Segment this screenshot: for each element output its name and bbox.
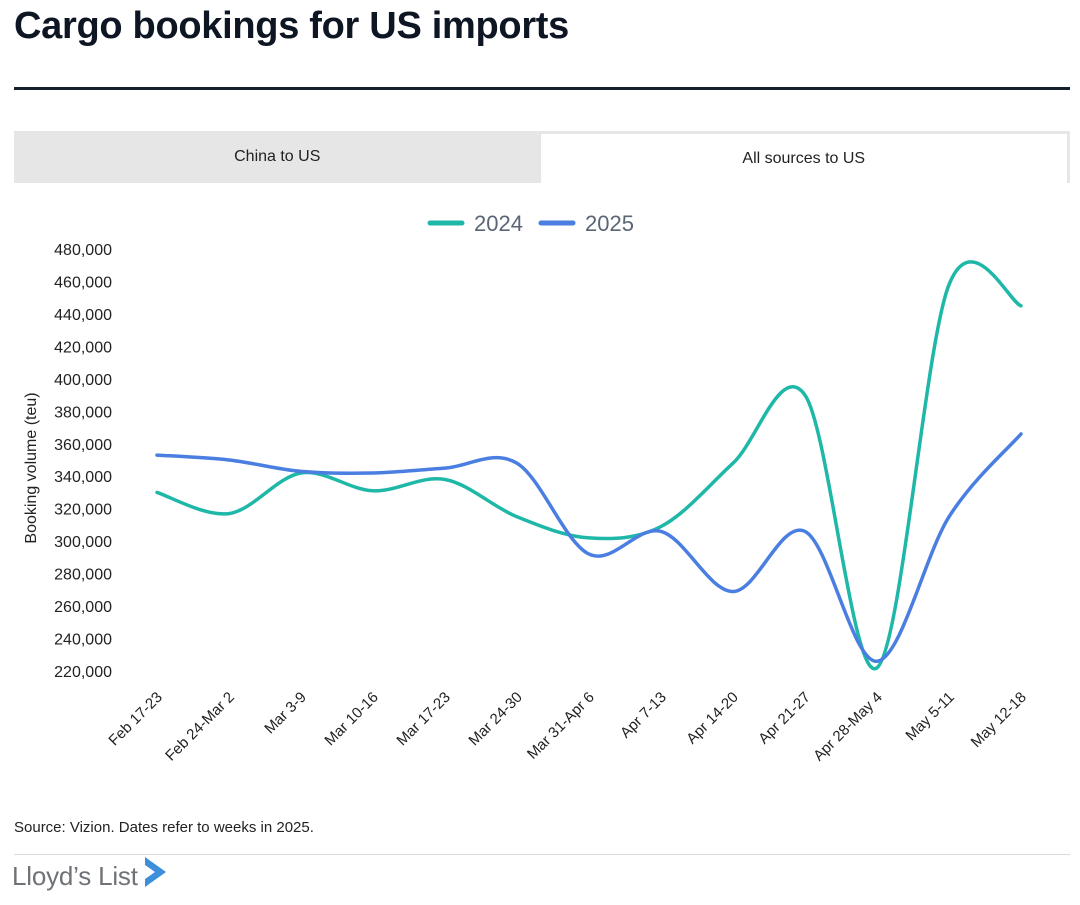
series-line-2025 bbox=[155, 432, 1023, 664]
y-tick-label: 240,000 bbox=[54, 632, 112, 649]
logo-mark-icon bbox=[144, 857, 166, 887]
lloyds-list-logo[interactable]: Lloyd’s List bbox=[12, 856, 168, 896]
chart-series bbox=[155, 260, 1023, 671]
y-tick-label: 440,000 bbox=[54, 307, 112, 324]
y-tick-label: 420,000 bbox=[54, 339, 112, 356]
x-tick-label: May 5-11 bbox=[902, 689, 957, 744]
x-tick-label: Feb 24-Mar 2 bbox=[162, 689, 238, 765]
y-tick-label: 460,000 bbox=[54, 274, 112, 291]
y-tick-label: 400,000 bbox=[54, 372, 112, 389]
x-tick-label: Mar 10-16 bbox=[321, 689, 381, 749]
y-tick-label: 380,000 bbox=[54, 404, 112, 421]
y-axis: 220,000 240,000 260,000 280,000 300,000 320,0… bbox=[54, 242, 112, 681]
y-axis-label: Booking volume (teu) bbox=[23, 392, 40, 543]
chart-legend: 2024 2025 bbox=[427, 211, 634, 236]
x-tick-label: Mar 24-30 bbox=[465, 689, 525, 749]
y-tick-label: 300,000 bbox=[54, 534, 112, 551]
tab-china-to-us[interactable]: China to US bbox=[234, 148, 321, 165]
logo-text: Lloyd’s List bbox=[12, 860, 138, 891]
x-tick-label: Apr 28-May 4 bbox=[810, 689, 886, 765]
x-tick-label: Apr 7-13 bbox=[617, 689, 670, 742]
line-chart: 2024 2025 220,000 240,000 260,000 280,000 300… bbox=[23, 211, 1030, 765]
y-tick-label: 280,000 bbox=[54, 567, 112, 584]
x-tick-label: Mar 31-Apr 6 bbox=[524, 689, 598, 763]
x-tick-label: Mar 17-23 bbox=[393, 689, 453, 749]
source-note: Source: Vizion. Dates refer to weeks in … bbox=[14, 819, 314, 836]
tab-bar: China to US All sources to US bbox=[14, 131, 1070, 183]
legend-label-2024: 2024 bbox=[474, 211, 523, 236]
x-tick-label: Feb 17-23 bbox=[105, 689, 165, 749]
title-divider bbox=[14, 87, 1070, 90]
y-tick-label: 220,000 bbox=[54, 664, 112, 681]
page-title: Cargo bookings for US imports bbox=[14, 5, 569, 47]
y-tick-label: 260,000 bbox=[54, 599, 112, 616]
series-line-2024 bbox=[155, 260, 1023, 671]
y-tick-label: 320,000 bbox=[54, 502, 112, 519]
y-tick-label: 360,000 bbox=[54, 437, 112, 454]
x-tick-label: Apr 21-27 bbox=[755, 689, 814, 748]
x-tick-label: May 12-18 bbox=[968, 689, 1030, 751]
y-tick-label: 480,000 bbox=[54, 242, 112, 259]
y-tick-label: 340,000 bbox=[54, 469, 112, 486]
tab-all-sources-to-us[interactable]: All sources to US bbox=[540, 131, 1070, 183]
x-tick-label: Apr 14-20 bbox=[683, 689, 742, 748]
footer-divider bbox=[14, 854, 1070, 855]
x-tick-label: Mar 3-9 bbox=[261, 689, 310, 738]
legend-label-2025: 2025 bbox=[585, 211, 634, 236]
